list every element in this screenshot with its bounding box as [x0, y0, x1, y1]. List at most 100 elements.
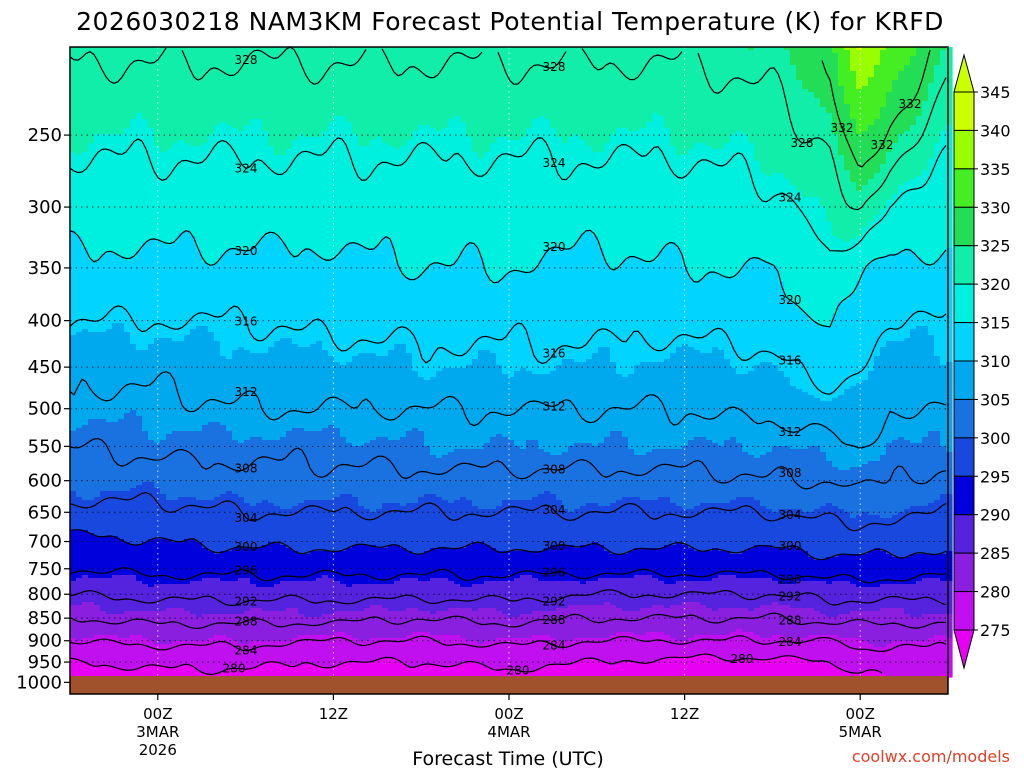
colorbar-label-285: 285: [980, 544, 1011, 563]
colorbar-swatch-280: [954, 592, 974, 630]
colorbar-swatch-305: [954, 399, 974, 437]
colorbar-label-345: 345: [980, 83, 1011, 102]
contour-label-324: 324: [235, 162, 258, 176]
contour-label-328: 328: [791, 136, 814, 150]
y-tick-label-1000: 1000: [16, 672, 62, 693]
contour-label-316: 316: [779, 353, 802, 367]
colorbar-label-290: 290: [980, 506, 1011, 525]
y-tick-label-550: 550: [28, 436, 62, 457]
colorbar-swatch-335: [954, 169, 974, 207]
contour-label-296: 296: [543, 566, 566, 580]
contour-label-332: 332: [831, 121, 854, 135]
colorbar-swatch-295: [954, 476, 974, 514]
contour-label-320: 320: [235, 244, 258, 258]
colorbar-swatch-330: [954, 207, 974, 245]
contour-label-316: 316: [543, 346, 566, 360]
colorbar-label-325: 325: [980, 237, 1011, 256]
colorbar-swatch-325: [954, 246, 974, 284]
contour-label-304: 304: [543, 503, 566, 517]
x-tick-date: 4MAR: [487, 723, 530, 741]
colorbar-top-arrow: [954, 55, 974, 92]
y-tick-label-950: 950: [28, 652, 62, 673]
contour-label-320: 320: [779, 293, 802, 307]
contour-label-324: 324: [779, 191, 802, 205]
x-tick-year: 2026: [139, 741, 177, 759]
credit-text: coolwx.com/models: [852, 747, 1010, 766]
x-tick-label: 12Z: [319, 705, 348, 723]
x-tick-date: 5MAR: [839, 723, 882, 741]
y-tick-label-250: 250: [28, 125, 62, 146]
contour-label-308: 308: [543, 463, 566, 477]
contour-label-328: 328: [543, 60, 566, 74]
contour-label-304: 304: [779, 508, 802, 522]
theta-fill-layer: [70, 47, 953, 678]
x-tick-date: 3MAR: [136, 723, 179, 741]
contour-label-300: 300: [779, 539, 802, 553]
contour-label-332: 332: [871, 138, 894, 152]
colorbar-swatch-285: [954, 553, 974, 591]
colorbar-label-315: 315: [980, 314, 1011, 333]
colorbar-label-275: 275: [980, 621, 1011, 640]
colorbar-label-340: 340: [980, 121, 1011, 140]
colorbar-label-320: 320: [980, 275, 1011, 294]
colorbar-label-335: 335: [980, 160, 1011, 179]
colorbar-label-310: 310: [980, 352, 1011, 371]
contour-label-292: 292: [543, 595, 566, 609]
x-tick-label: 00Z: [143, 705, 172, 723]
colorbar-bottom-arrow: [954, 630, 974, 668]
y-axis: 2503003504004505005506006507007508008509…: [16, 125, 70, 693]
contour-label-292: 292: [235, 595, 258, 609]
contour-label-304: 304: [235, 511, 258, 525]
contour-label-320: 320: [543, 240, 566, 254]
x-axis-title: Forecast Time (UTC): [412, 748, 603, 768]
ground-band: [70, 676, 948, 694]
colorbar-label-305: 305: [980, 390, 1011, 409]
y-tick-label-300: 300: [28, 197, 62, 218]
contour-label-324: 324: [543, 156, 566, 170]
contour-label-284: 284: [779, 635, 802, 649]
colorbar-swatch-300: [954, 438, 974, 476]
contour-label-296: 296: [779, 572, 802, 586]
contour-label-332: 332: [899, 97, 922, 111]
y-tick-label-400: 400: [28, 311, 62, 332]
x-tick-label: 00Z: [846, 705, 875, 723]
contour-label-284: 284: [543, 639, 566, 653]
y-tick-label-450: 450: [28, 357, 62, 378]
contour-label-300: 300: [543, 539, 566, 553]
contour-label-284: 284: [235, 644, 258, 658]
contour-label-308: 308: [235, 462, 258, 476]
colorbar-swatch-320: [954, 284, 974, 322]
contour-label-280: 280: [507, 664, 530, 678]
contour-label-280: 280: [731, 652, 754, 666]
contour-label-296: 296: [235, 563, 258, 577]
colorbar-label-295: 295: [980, 467, 1011, 486]
contour-label-280: 280: [223, 661, 246, 675]
colorbar-swatch-315: [954, 323, 974, 361]
contour-label-316: 316: [235, 314, 258, 328]
x-tick-label: 12Z: [670, 705, 699, 723]
colorbar: 3453403353303253203153103053002952902852…: [954, 55, 1011, 668]
contour-label-328: 328: [235, 53, 258, 67]
y-tick-label-850: 850: [28, 608, 62, 629]
contour-label-288: 288: [543, 613, 566, 627]
y-tick-label-700: 700: [28, 532, 62, 553]
contour-label-312: 312: [235, 385, 258, 399]
y-tick-label-750: 750: [28, 559, 62, 580]
y-tick-label-600: 600: [28, 471, 62, 492]
y-tick-label-800: 800: [28, 584, 62, 605]
contour-label-312: 312: [543, 399, 566, 413]
contour-label-288: 288: [779, 614, 802, 628]
colorbar-swatch-290: [954, 515, 974, 553]
y-tick-label-500: 500: [28, 399, 62, 420]
chart-title: 2026030218 NAM3KM Forecast Potential Tem…: [76, 7, 944, 36]
y-tick-label-350: 350: [28, 258, 62, 279]
contour-label-292: 292: [779, 589, 802, 603]
colorbar-swatch-340: [954, 130, 974, 168]
contour-label-308: 308: [779, 466, 802, 480]
y-tick-label-900: 900: [28, 631, 62, 652]
x-tick-label: 00Z: [494, 705, 523, 723]
contour-label-288: 288: [235, 614, 258, 628]
colorbar-label-330: 330: [980, 198, 1011, 217]
colorbar-swatch-345: [954, 92, 974, 130]
